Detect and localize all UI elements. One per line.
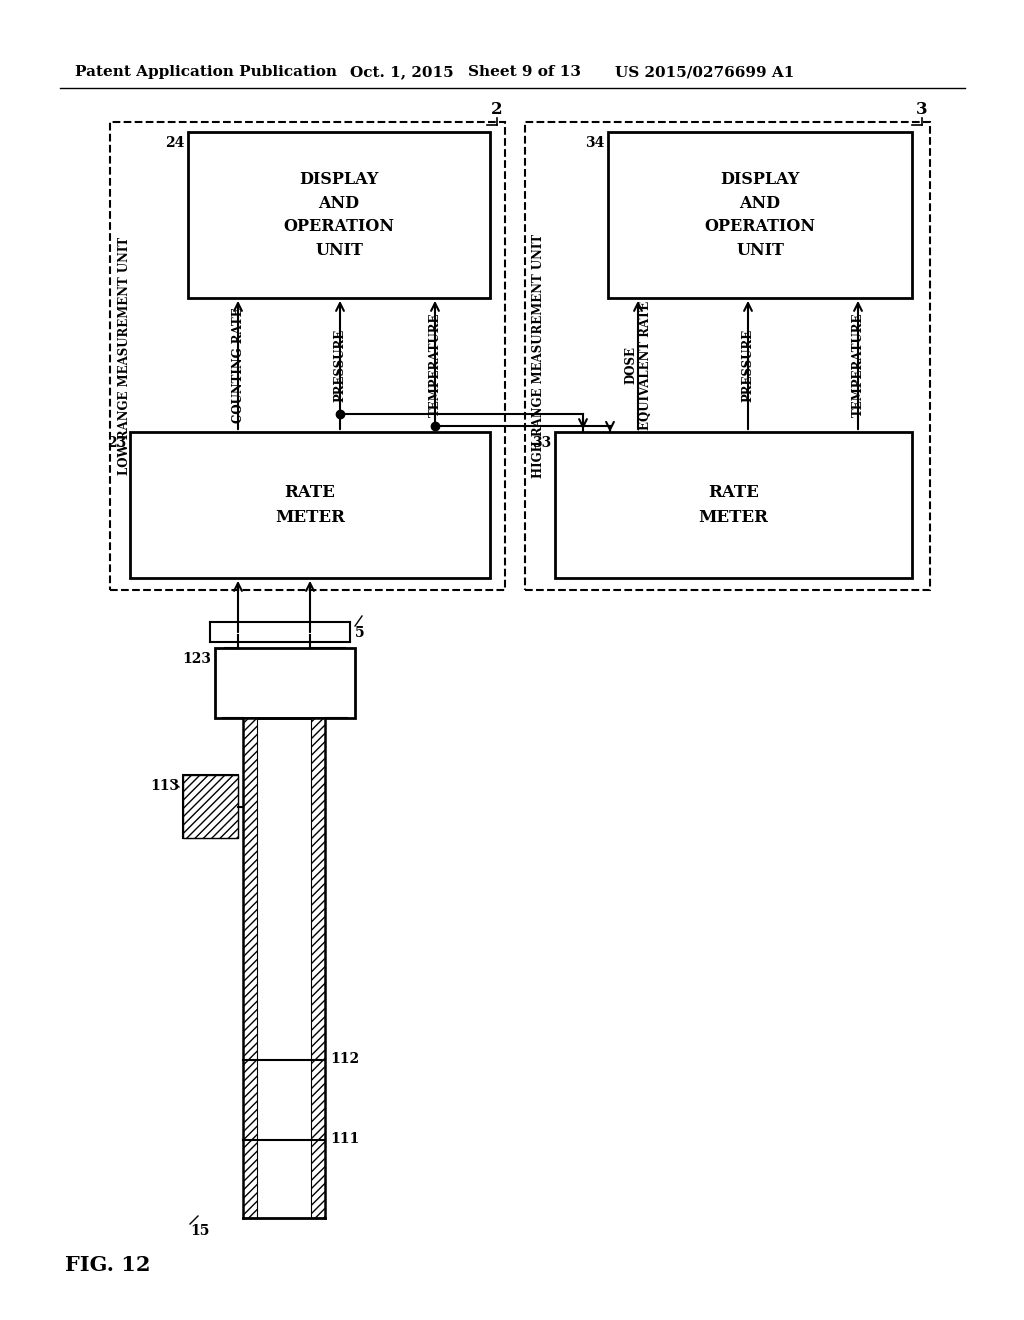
Text: DISPLAY
AND
OPERATION
UNIT: DISPLAY AND OPERATION UNIT <box>705 172 815 259</box>
Text: 123: 123 <box>182 652 211 667</box>
Text: TEMPERATURE: TEMPERATURE <box>428 313 441 417</box>
Bar <box>110 121 505 590</box>
Text: RATE
METER: RATE METER <box>698 484 768 525</box>
Text: 113: 113 <box>150 779 179 793</box>
Text: 23: 23 <box>106 436 126 450</box>
Text: 112: 112 <box>330 1052 359 1067</box>
Text: US 2015/0276699 A1: US 2015/0276699 A1 <box>615 65 795 79</box>
Text: 111: 111 <box>330 1133 359 1146</box>
Text: DOSE
EQUIVALENT RATE: DOSE EQUIVALENT RATE <box>624 301 652 429</box>
Bar <box>525 121 930 590</box>
Text: COUNTING RATE: COUNTING RATE <box>231 308 245 422</box>
Text: 34: 34 <box>585 136 604 150</box>
Bar <box>130 432 490 578</box>
Text: 24: 24 <box>165 136 184 150</box>
Text: 2: 2 <box>492 102 503 117</box>
Bar <box>608 132 912 298</box>
Text: 5: 5 <box>355 626 365 640</box>
Text: Sheet 9 of 13: Sheet 9 of 13 <box>468 65 581 79</box>
Text: DISPLAY
AND
OPERATION
UNIT: DISPLAY AND OPERATION UNIT <box>284 172 394 259</box>
Text: PRESSURE: PRESSURE <box>334 329 346 401</box>
Text: 15: 15 <box>190 1224 209 1238</box>
Bar <box>311 718 325 1218</box>
Bar <box>183 775 238 838</box>
Bar <box>555 432 912 578</box>
Text: 3: 3 <box>916 102 928 117</box>
Bar <box>183 775 238 838</box>
Bar <box>243 718 257 1218</box>
Text: FIG. 12: FIG. 12 <box>65 1255 151 1275</box>
Text: RATE
METER: RATE METER <box>275 484 345 525</box>
Text: PRESSURE: PRESSURE <box>741 329 755 401</box>
Text: LOW RANGE MEASUREMENT UNIT: LOW RANGE MEASUREMENT UNIT <box>118 236 130 475</box>
Text: 33: 33 <box>531 436 551 450</box>
Text: Oct. 1, 2015: Oct. 1, 2015 <box>350 65 454 79</box>
Text: HIGH RANGE MEASUREMENT UNIT: HIGH RANGE MEASUREMENT UNIT <box>532 234 546 478</box>
Bar <box>188 132 490 298</box>
Text: TEMPERATURE: TEMPERATURE <box>852 313 864 417</box>
Text: Patent Application Publication: Patent Application Publication <box>75 65 337 79</box>
Bar <box>215 648 355 718</box>
